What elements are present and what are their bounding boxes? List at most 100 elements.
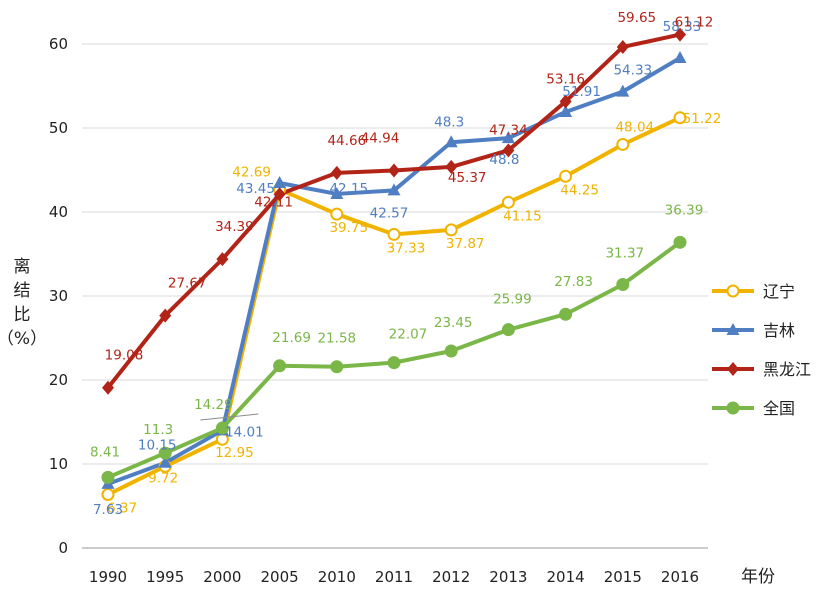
data-label: 37.87 bbox=[446, 236, 485, 252]
x-tick-label: 1995 bbox=[146, 568, 184, 586]
data-point-marker bbox=[330, 207, 344, 221]
data-point-marker bbox=[215, 421, 229, 435]
data-point-marker bbox=[559, 94, 572, 109]
legend-label: 辽宁 bbox=[763, 282, 795, 301]
data-label: 51.91 bbox=[562, 84, 601, 100]
data-label: 43.45 bbox=[236, 181, 275, 197]
data-label: 61.12 bbox=[675, 15, 714, 31]
data-label: 48.3 bbox=[434, 114, 464, 130]
data-point-marker bbox=[673, 111, 687, 125]
data-point-marker bbox=[673, 235, 687, 249]
data-point-marker bbox=[559, 307, 573, 321]
data-point-marker bbox=[273, 359, 287, 373]
data-label: 41.15 bbox=[503, 208, 542, 224]
data-point-marker bbox=[159, 308, 172, 323]
data-label: 54.33 bbox=[613, 63, 652, 79]
y-tick-label: 0 bbox=[58, 539, 68, 557]
data-label: 45.37 bbox=[448, 170, 487, 186]
data-label: 42.15 bbox=[329, 181, 368, 197]
y-axis-title-part: （%） bbox=[0, 329, 47, 349]
data-label: 34.39 bbox=[215, 219, 254, 235]
data-point-marker bbox=[158, 455, 172, 468]
y-tick-label: 40 bbox=[49, 203, 68, 221]
data-point-marker bbox=[616, 277, 630, 291]
series-jilin bbox=[107, 56, 682, 486]
data-point-marker bbox=[101, 487, 115, 501]
y-axis-title-part: 离 bbox=[14, 257, 31, 277]
data-label: 51.22 bbox=[683, 111, 722, 127]
series-markers-national bbox=[101, 235, 687, 484]
data-point-marker bbox=[387, 356, 401, 370]
data-label: 44.25 bbox=[560, 182, 599, 198]
data-label: 19.08 bbox=[105, 348, 144, 364]
series-lines bbox=[101, 27, 687, 501]
data-label: 11.3 bbox=[143, 422, 173, 438]
data-label: 42.69 bbox=[232, 164, 271, 180]
data-point-marker bbox=[559, 104, 573, 117]
data-label: 27.67 bbox=[168, 276, 207, 292]
data-point-marker bbox=[273, 187, 286, 202]
data-label: 36.39 bbox=[665, 202, 704, 218]
data-labels: 6.37 9.72 12.95 42.69 39.75 37.33 37.87 41.15 44… bbox=[90, 10, 721, 518]
data-point-marker bbox=[445, 159, 458, 174]
x-tick-label: 2015 bbox=[604, 568, 642, 586]
data-point-marker bbox=[330, 165, 343, 180]
data-label: 42.57 bbox=[370, 205, 409, 221]
data-label: 53.16 bbox=[546, 71, 585, 87]
x-tick-label: 2000 bbox=[203, 568, 241, 586]
data-point-marker bbox=[158, 446, 172, 460]
data-label: 22.07 bbox=[389, 327, 428, 343]
y-axis-title-part: 比 bbox=[14, 305, 31, 325]
data-point-marker bbox=[330, 360, 344, 374]
data-point-marker bbox=[330, 186, 344, 199]
legend-label: 黑龙江 bbox=[763, 360, 811, 379]
y-axis-title-part: 结 bbox=[14, 281, 31, 301]
y-tick-label: 30 bbox=[49, 287, 68, 305]
data-label: 58.33 bbox=[663, 19, 702, 35]
x-tick-label: 1990 bbox=[89, 568, 127, 586]
data-point-marker bbox=[388, 163, 400, 178]
data-point-marker bbox=[501, 131, 515, 144]
data-point-marker bbox=[216, 252, 229, 267]
data-label: 59.65 bbox=[617, 10, 656, 26]
data-point-marker bbox=[727, 362, 739, 376]
data-point-marker bbox=[502, 143, 515, 158]
y-tick-label: 10 bbox=[49, 455, 68, 473]
x-tick-label: 2016 bbox=[661, 568, 699, 586]
data-label: 6.37 bbox=[107, 500, 137, 516]
x-tick-label: 2005 bbox=[261, 568, 299, 586]
data-label: 9.72 bbox=[148, 470, 178, 486]
data-label: 44.66 bbox=[327, 133, 366, 149]
data-label: 14.29 bbox=[194, 397, 233, 413]
data-label: 8.41 bbox=[90, 444, 120, 460]
data-label: 44.94 bbox=[361, 131, 400, 147]
data-point-marker bbox=[726, 284, 740, 298]
axis-titles: 年份 离结比 （%） bbox=[0, 257, 775, 587]
data-point-marker bbox=[673, 51, 687, 64]
legend-item-liaoning: 辽宁 bbox=[712, 282, 795, 301]
x-axis-title: 年份 bbox=[741, 567, 775, 587]
data-point-marker bbox=[101, 470, 115, 484]
data-point-marker bbox=[726, 401, 740, 415]
legend-label: 吉林 bbox=[763, 321, 795, 340]
data-point-marker bbox=[616, 137, 630, 151]
data-point-marker bbox=[616, 39, 629, 54]
data-point-marker bbox=[501, 195, 515, 209]
data-label: 14.01 bbox=[225, 424, 264, 440]
data-label: 25.99 bbox=[493, 292, 532, 308]
legend-item-national: 全国 bbox=[712, 399, 795, 418]
data-label: 48.04 bbox=[615, 119, 654, 135]
data-label: 21.58 bbox=[317, 331, 356, 347]
data-label: 31.37 bbox=[605, 245, 644, 261]
data-label: 27.83 bbox=[554, 274, 593, 290]
data-label: 47.34 bbox=[489, 122, 528, 138]
x-tick-label: 2010 bbox=[318, 568, 356, 586]
y-axis-ticks: 0 10 20 30 40 50 60 bbox=[49, 35, 68, 557]
series-line bbox=[107, 56, 682, 486]
data-point-marker bbox=[387, 183, 401, 196]
y-tick-label: 50 bbox=[49, 119, 68, 137]
data-point-marker bbox=[273, 176, 287, 189]
data-point-marker bbox=[616, 84, 630, 97]
